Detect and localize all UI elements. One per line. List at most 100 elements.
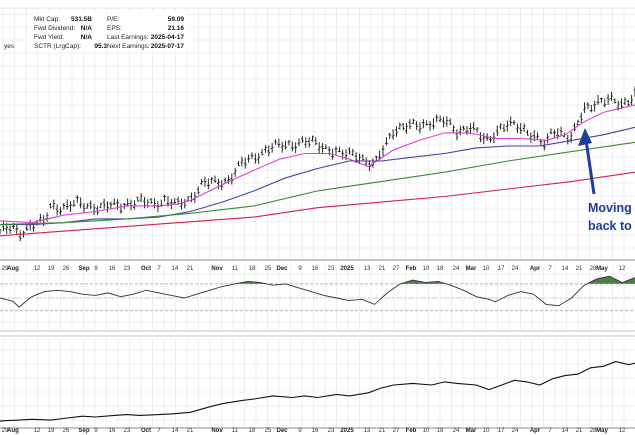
x-tick-label: 10 bbox=[483, 428, 490, 434]
info-value: 531.5B bbox=[71, 16, 92, 23]
x-tick-label: Dec bbox=[276, 266, 288, 272]
x-axis: 2929AugAug121219192626SepSep9916162323Oc… bbox=[2, 266, 626, 434]
x-tick-label: Sep bbox=[78, 266, 89, 272]
x-tick-label: 29 bbox=[2, 266, 9, 272]
x-tick-label: Dec bbox=[276, 428, 288, 434]
x-tick-label: 19 bbox=[48, 266, 55, 272]
info-value: 95.3 bbox=[94, 43, 107, 50]
x-tick-label: Aug bbox=[7, 266, 19, 272]
info-label: Fwd Dividend: bbox=[34, 25, 75, 32]
x-tick-label: 2025 bbox=[340, 266, 354, 272]
x-tick-label: May bbox=[596, 266, 608, 272]
x-tick-label: Mar bbox=[466, 266, 477, 272]
info-label: Fwd Yield: bbox=[34, 34, 64, 41]
x-tick-label: 10 bbox=[423, 428, 430, 434]
info-label: Next Earnings: bbox=[107, 43, 150, 50]
info-value: 21.16 bbox=[168, 25, 185, 32]
annotation-line-1: Moving bbox=[588, 201, 632, 215]
info-value: N/A bbox=[81, 34, 93, 41]
x-tick-label: 14 bbox=[172, 428, 179, 434]
x-tick-label: 12 bbox=[34, 266, 41, 272]
info-label: EPS: bbox=[107, 25, 122, 32]
ma_long-line bbox=[0, 141, 635, 226]
x-tick-label: 23 bbox=[124, 266, 131, 272]
x-tick-label: May bbox=[596, 428, 608, 434]
annotation-arrow-head bbox=[578, 128, 592, 146]
x-tick-label: 18 bbox=[249, 266, 256, 272]
x-tick-label: 9 bbox=[298, 428, 302, 434]
x-tick-label: 17 bbox=[498, 428, 505, 434]
x-tick-label: 24 bbox=[453, 266, 460, 272]
x-tick-label: 28 bbox=[590, 428, 597, 434]
x-tick-label: Nov bbox=[211, 266, 223, 272]
x-tick-label: 21 bbox=[576, 266, 583, 272]
x-tick-label: 28 bbox=[590, 266, 597, 272]
x-tick-label: 26 bbox=[63, 266, 70, 272]
x-tick-label: 26 bbox=[63, 428, 70, 434]
info-label: SCTR (LrgCap): bbox=[34, 43, 81, 50]
x-tick-label: 18 bbox=[437, 266, 444, 272]
x-tick-label: Sep bbox=[78, 428, 89, 434]
annotation-arrow bbox=[584, 139, 596, 195]
x-tick-label: Aug bbox=[7, 428, 19, 434]
x-tick-label: 21 bbox=[187, 266, 194, 272]
cropped-label: yes bbox=[4, 43, 15, 50]
x-tick-label: 7 bbox=[157, 266, 161, 272]
x-tick-label: 9 bbox=[298, 266, 302, 272]
chart-grid bbox=[0, 7, 635, 429]
x-tick-label: 14 bbox=[562, 428, 569, 434]
x-tick-label: 23 bbox=[328, 428, 335, 434]
x-tick-label: 23 bbox=[328, 266, 335, 272]
x-tick-label: 18 bbox=[437, 428, 444, 434]
x-tick-label: 19 bbox=[48, 428, 55, 434]
info-label: Mkt Cap: bbox=[34, 16, 60, 23]
x-tick-label: 25 bbox=[265, 266, 272, 272]
x-tick-label: 21 bbox=[379, 266, 386, 272]
x-tick-label: 16 bbox=[109, 428, 116, 434]
x-tick-label: 16 bbox=[312, 266, 319, 272]
x-tick-label: Nov bbox=[211, 428, 223, 434]
x-tick-label: 12 bbox=[619, 428, 626, 434]
x-tick-label: 11 bbox=[232, 266, 239, 272]
ma_mid-line bbox=[0, 126, 635, 226]
x-tick-label: 13 bbox=[364, 266, 371, 272]
info-value: N/A bbox=[81, 25, 93, 32]
info-label: Last Earnings: bbox=[107, 34, 149, 41]
x-tick-label: 12 bbox=[34, 428, 41, 434]
x-tick-label: 13 bbox=[364, 428, 371, 434]
x-tick-label: 24 bbox=[512, 266, 519, 272]
x-tick-label: 14 bbox=[562, 266, 569, 272]
x-tick-label: Feb bbox=[406, 428, 417, 434]
x-tick-label: 25 bbox=[265, 428, 272, 434]
price-lines bbox=[0, 104, 635, 237]
x-tick-label: 24 bbox=[512, 428, 519, 434]
info-value: 2025-07-17 bbox=[151, 43, 185, 50]
oscillator-panel bbox=[0, 275, 635, 312]
x-tick-label: 2025 bbox=[340, 428, 354, 434]
x-tick-label: 29 bbox=[2, 428, 9, 434]
relative-strength-line bbox=[0, 361, 635, 422]
info-value: 59.09 bbox=[168, 16, 185, 23]
x-tick-label: Apr bbox=[530, 428, 541, 434]
x-tick-label: 17 bbox=[498, 266, 505, 272]
x-tick-label: Oct bbox=[141, 266, 151, 272]
oscillator-line bbox=[0, 275, 635, 308]
x-tick-label: 16 bbox=[312, 428, 319, 434]
x-tick-label: Feb bbox=[406, 266, 417, 272]
x-tick-label: 24 bbox=[453, 428, 460, 434]
x-tick-label: 14 bbox=[172, 266, 179, 272]
info-value: 2025-04-17 bbox=[151, 34, 185, 41]
x-tick-label: 27 bbox=[393, 266, 400, 272]
x-tick-label: Apr bbox=[530, 266, 541, 272]
x-tick-label: 10 bbox=[423, 266, 430, 272]
x-tick-label: 21 bbox=[576, 428, 583, 434]
x-tick-label: 21 bbox=[187, 428, 194, 434]
ma_200-line bbox=[0, 171, 635, 237]
price-bars bbox=[0, 86, 635, 242]
x-tick-label: 7 bbox=[548, 428, 552, 434]
x-tick-label: 10 bbox=[483, 266, 490, 272]
ma_short-line bbox=[0, 104, 635, 224]
x-tick-label: 18 bbox=[249, 428, 256, 434]
relative-strength-panel bbox=[0, 361, 635, 422]
